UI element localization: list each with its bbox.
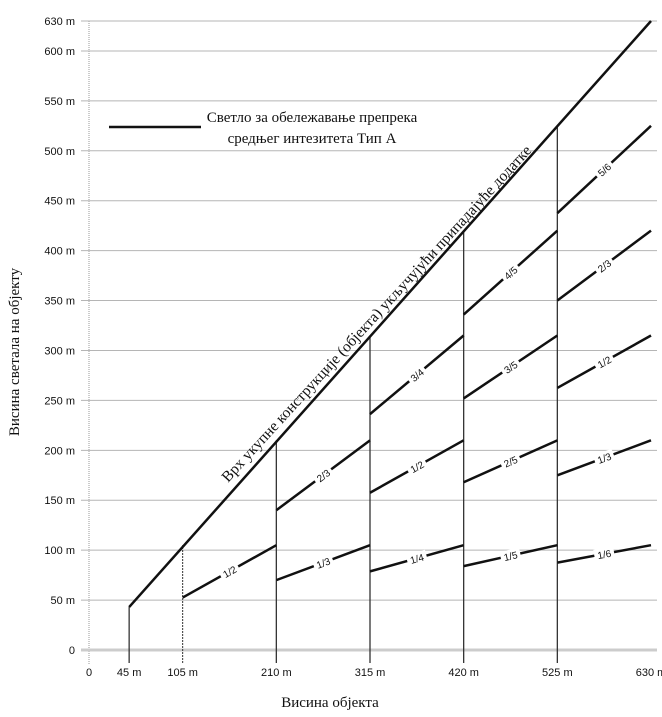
legend: Светло за обележавање препрека средњег и… — [109, 110, 418, 147]
segment-label-bg — [405, 456, 429, 477]
segment-label-bg — [311, 553, 335, 572]
segment-label-bg — [592, 254, 616, 277]
y-tick-label: 500 m — [44, 146, 75, 158]
segment-label-group: 1/2 — [592, 351, 616, 372]
grid — [81, 20, 657, 664]
segment-label: 1/6 — [597, 549, 613, 562]
segment-label: 2/5 — [503, 455, 521, 471]
segment-label-group: 1/2 — [217, 561, 242, 582]
segment-label-group: 1/3 — [311, 553, 335, 572]
segment-label-bg — [592, 158, 616, 181]
y-tick-label: 350 m — [44, 296, 75, 308]
x-axis-label: Висина објекта — [281, 695, 379, 711]
x-tick-label: 210 m — [261, 667, 292, 679]
y-tick-label: 630 m — [44, 16, 75, 28]
segment-label-bg — [498, 451, 523, 471]
segment-label-bg — [217, 561, 242, 582]
segment-label-bg — [311, 464, 335, 487]
segment-label-bg — [405, 549, 429, 567]
segment-label-group: 1/5 — [499, 547, 522, 564]
segment-label: 1/3 — [596, 451, 613, 466]
y-tick-label: 600 m — [44, 46, 75, 58]
x-tick-label: 315 m — [355, 667, 386, 679]
top-line: Врх укупне конструкције (објекта) укључу… — [128, 20, 652, 608]
segment-label-bg — [499, 547, 522, 564]
segment-label-bg — [499, 261, 522, 284]
x-tick-label: 105 m — [167, 667, 198, 679]
y-tick-label: 400 m — [44, 246, 75, 258]
y-tick-label: 150 m — [44, 495, 75, 507]
y-tick-label: 100 m — [44, 545, 75, 557]
segment-label-bg — [592, 448, 616, 467]
segments: 1/21/32/31/41/23/41/52/53/54/51/61/31/22… — [182, 124, 652, 599]
y-tick-label: 200 m — [44, 445, 75, 457]
segment-label-bg — [593, 546, 616, 562]
segment-label: 1/4 — [409, 552, 426, 566]
x-tick-label: 420 m — [448, 667, 479, 679]
segment-label: 1/5 — [503, 550, 519, 564]
legend-text-line-1: Светло за обележавање препрека — [207, 110, 418, 126]
segment-label-group: 1/4 — [405, 549, 429, 567]
top-line-label: Врх укупне конструкције (објекта) укључу… — [218, 142, 535, 485]
y-tick-label: 250 m — [44, 395, 75, 407]
segment-label-group: 1/3 — [592, 448, 616, 467]
vertical-lines — [128, 125, 558, 663]
y-axis-label: Висина светала на објекту — [7, 267, 23, 436]
x-tick-label: 45 m — [117, 667, 141, 679]
segment-label-group: 1/6 — [593, 546, 616, 562]
segment-label-group: 1/2 — [405, 456, 429, 477]
x-tick-label: 0 — [86, 667, 92, 679]
legend-text-line-2: средњег интезитета Тип А — [228, 131, 397, 147]
y-tick-label: 450 m — [44, 196, 75, 208]
y-tick-labels: 0 50 m 100 m 150 m 200 m 250 m 300 m 350 m 400 m… — [44, 16, 75, 657]
y-tick-label: 550 m — [44, 96, 75, 108]
segment-label: 1/3 — [315, 556, 332, 571]
y-tick-label: 0 — [69, 645, 75, 657]
x-tick-label: 630 m — [636, 667, 662, 679]
segment-label-bg — [592, 351, 616, 372]
segment-label-bg — [405, 363, 429, 386]
top-line-path — [128, 20, 652, 608]
y-tick-label: 50 m — [51, 595, 75, 607]
x-tick-label: 525 m — [542, 667, 573, 679]
segment-label-bg — [498, 356, 523, 378]
segment-label-group: 2/5 — [498, 451, 523, 471]
y-tick-label: 300 m — [44, 345, 75, 357]
x-tick-labels: 0 45 m 105 m 210 m 315 m 420 m 525 m 630 m — [86, 667, 662, 679]
